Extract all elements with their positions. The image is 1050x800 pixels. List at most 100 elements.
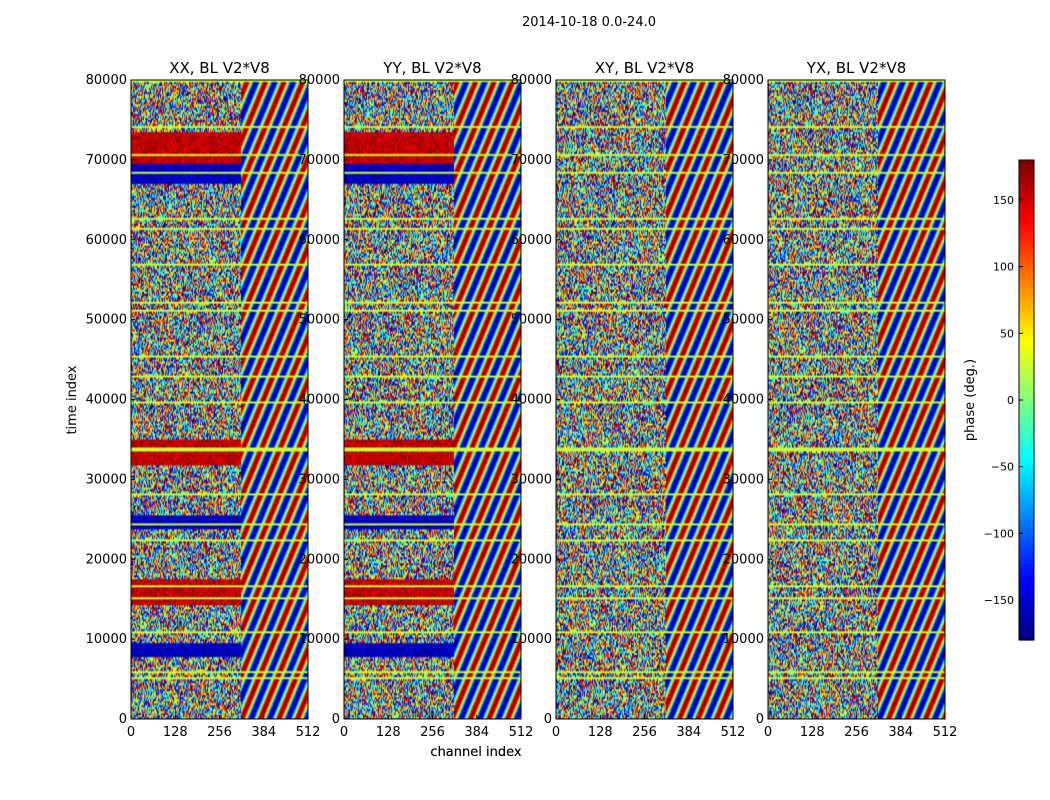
x-tick-label: 512 bbox=[933, 725, 958, 740]
colorbar-segment bbox=[1019, 216, 1034, 221]
colorbar-segment bbox=[1019, 352, 1034, 357]
colorbar-segment bbox=[1019, 172, 1034, 177]
y-tick-label: 0 bbox=[332, 712, 340, 727]
colorbar: −150 −100 −50 0 50 100 150 phase (deg.) bbox=[963, 159, 1035, 641]
colorbar-segment bbox=[1019, 608, 1034, 613]
colorbar-segment bbox=[1019, 612, 1034, 617]
colorbar-segment bbox=[1019, 420, 1034, 425]
colorbar-segment bbox=[1019, 604, 1034, 609]
colorbar-segment bbox=[1019, 176, 1034, 181]
colorbar-segment bbox=[1019, 240, 1034, 245]
x-tick-label: 0 bbox=[340, 725, 348, 740]
colorbar-segment bbox=[1019, 440, 1034, 445]
colorbar-segment bbox=[1019, 296, 1034, 301]
colorbar-segment bbox=[1019, 268, 1034, 273]
colorbar-segment bbox=[1019, 564, 1034, 569]
panels: XX, BL V2*V8 0 128 256 384 512 0 10000 20000 3000… bbox=[65, 59, 957, 760]
y-tick-label: 60000 bbox=[723, 233, 764, 248]
y-tick-label: 80000 bbox=[723, 73, 764, 88]
y-tick-label: 80000 bbox=[299, 73, 340, 88]
colorbar-tick-label: 150 bbox=[993, 194, 1014, 207]
colorbar-segment bbox=[1019, 196, 1034, 201]
colorbar-segment bbox=[1019, 632, 1034, 637]
y-axis-label: time index bbox=[65, 365, 80, 434]
colorbar-label: phase (deg.) bbox=[963, 359, 978, 441]
y-tick-label: 10000 bbox=[299, 632, 340, 647]
x-tick-label: 0 bbox=[552, 725, 560, 740]
colorbar-segment bbox=[1019, 500, 1034, 505]
colorbar-segment bbox=[1019, 284, 1034, 289]
y-tick-label: 60000 bbox=[86, 233, 127, 248]
colorbar-segment bbox=[1019, 452, 1034, 457]
colorbar-segment bbox=[1019, 292, 1034, 297]
colorbar-segment bbox=[1019, 504, 1034, 509]
colorbar-segment bbox=[1019, 636, 1034, 641]
colorbar-segment bbox=[1019, 356, 1034, 361]
colorbar-segment bbox=[1019, 272, 1034, 277]
colorbar-segment bbox=[1019, 488, 1034, 493]
colorbar-segment bbox=[1019, 168, 1034, 173]
colorbar-segment bbox=[1019, 472, 1034, 477]
colorbar-segment bbox=[1019, 412, 1034, 417]
colorbar-segment bbox=[1019, 232, 1034, 237]
x-tick-label: 0 bbox=[127, 725, 135, 740]
heatmap-image bbox=[768, 80, 945, 719]
colorbar-segment bbox=[1019, 184, 1034, 189]
colorbar-tick-label: 0 bbox=[1007, 394, 1014, 407]
colorbar-segment bbox=[1019, 164, 1034, 169]
colorbar-segment bbox=[1019, 376, 1034, 381]
y-tick-label: 80000 bbox=[511, 73, 552, 88]
colorbar-segment bbox=[1019, 188, 1034, 193]
colorbar-segment bbox=[1019, 524, 1034, 529]
x-tick-label: 256 bbox=[844, 725, 869, 740]
colorbar-segment bbox=[1019, 372, 1034, 377]
colorbar-segment bbox=[1019, 316, 1034, 321]
colorbar-segment bbox=[1019, 392, 1034, 397]
colorbar-segment bbox=[1019, 428, 1034, 433]
x-tick-label: 384 bbox=[251, 725, 276, 740]
colorbar-segment bbox=[1019, 576, 1034, 581]
y-tick-label: 40000 bbox=[511, 393, 552, 408]
colorbar-segment bbox=[1019, 464, 1034, 469]
colorbar-segment bbox=[1019, 516, 1034, 521]
colorbar-segment bbox=[1019, 572, 1034, 577]
colorbar-segment bbox=[1019, 192, 1034, 197]
x-tick-label: 512 bbox=[721, 725, 746, 740]
colorbar-segment bbox=[1019, 568, 1034, 573]
panel-xy: XY, BL V2*V8 0 128 256 384 512 0 10000 20000 3000… bbox=[511, 59, 746, 740]
colorbar-segment bbox=[1019, 264, 1034, 269]
colorbar-tick-label: 100 bbox=[993, 261, 1014, 274]
x-tick-label: 256 bbox=[207, 725, 232, 740]
y-tick-label: 10000 bbox=[723, 632, 764, 647]
y-tick-label: 0 bbox=[544, 712, 552, 727]
colorbar-segment bbox=[1019, 528, 1034, 533]
colorbar-segment bbox=[1019, 208, 1034, 213]
colorbar-segment bbox=[1019, 468, 1034, 473]
colorbar-segment bbox=[1019, 584, 1034, 589]
y-tick-label: 60000 bbox=[299, 233, 340, 248]
colorbar-segment bbox=[1019, 544, 1034, 549]
colorbar-segment bbox=[1019, 368, 1034, 373]
colorbar-segment bbox=[1019, 404, 1034, 409]
colorbar-tick-label: 50 bbox=[1000, 327, 1014, 340]
colorbar-segment bbox=[1019, 456, 1034, 461]
panel-title: YX, BL V2*V8 bbox=[806, 59, 907, 77]
x-axis-label: channel index bbox=[430, 745, 521, 760]
colorbar-segment bbox=[1019, 484, 1034, 489]
y-tick-label: 30000 bbox=[723, 472, 764, 487]
colorbar-segment bbox=[1019, 600, 1034, 605]
y-tick-label: 30000 bbox=[299, 472, 340, 487]
y-tick-label: 40000 bbox=[723, 393, 764, 408]
colorbar-segment bbox=[1019, 388, 1034, 393]
colorbar-segment bbox=[1019, 336, 1034, 341]
colorbar-segment bbox=[1019, 532, 1034, 537]
y-tick-label: 20000 bbox=[299, 552, 340, 567]
colorbar-segment bbox=[1019, 552, 1034, 557]
y-tick-label: 10000 bbox=[86, 632, 127, 647]
colorbar-segment bbox=[1019, 300, 1034, 305]
colorbar-segment bbox=[1019, 224, 1034, 229]
colorbar-segment bbox=[1019, 624, 1034, 629]
colorbar-segment bbox=[1019, 228, 1034, 233]
y-tick-label: 20000 bbox=[511, 552, 552, 567]
colorbar-segment bbox=[1019, 364, 1034, 369]
